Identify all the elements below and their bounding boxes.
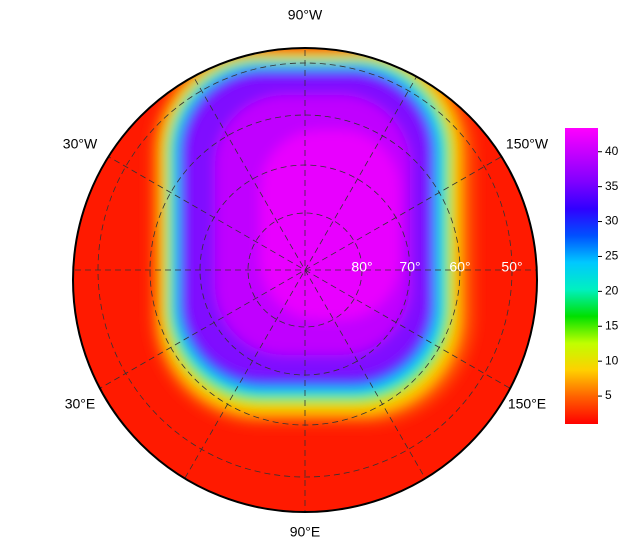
labels: 90°W 30°W 150°W 30°E 150°E 90°E 80° 70° 60° 50°: [63, 7, 549, 540]
longitude-label: 30°W: [63, 136, 98, 152]
latitude-label: 80°: [351, 259, 372, 275]
colorbar-tick-label: 5: [605, 388, 612, 402]
latitude-label: 50°: [501, 259, 522, 275]
colorbar: 5 10 15 20 25 30 35 40: [565, 128, 619, 424]
field: [73, 48, 537, 512]
colorbar-tick-label: 35: [605, 179, 619, 193]
colorbar-tick-label: 30: [605, 214, 619, 228]
latitude-label: 60°: [449, 259, 470, 275]
graticule: [73, 48, 537, 512]
longitude-label: 30°E: [65, 396, 96, 412]
colorbar-tick-label: 40: [605, 144, 619, 158]
map-border: [72, 47, 538, 513]
colorbar-tick-label: 15: [605, 318, 619, 332]
colorbar-scale: [565, 128, 598, 424]
longitude-label: 150°E: [508, 396, 546, 412]
longitude-label: 90°E: [290, 524, 321, 540]
colorbar-tick-label: 20: [605, 284, 619, 298]
longitude-label: 150°W: [506, 136, 549, 152]
colorbar-tick-label: 10: [605, 353, 619, 367]
longitude-label: 90°W: [288, 7, 323, 23]
latitude-label: 70°: [399, 259, 420, 275]
colorbar-tick-label: 25: [605, 249, 619, 263]
